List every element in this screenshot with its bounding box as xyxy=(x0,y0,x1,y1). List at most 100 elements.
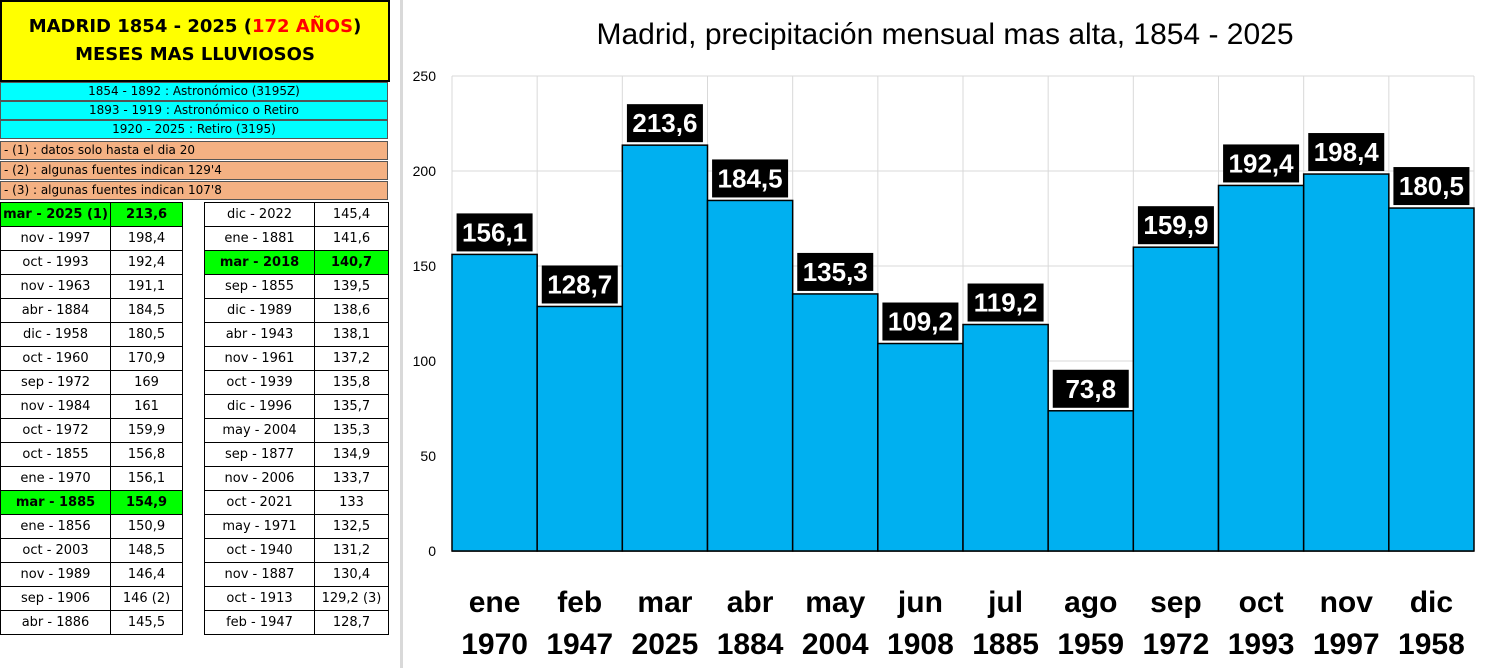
x-axis-ticks: ene 1970 feb 1947 mar 2025 abr 1884 may 2004 jun 19… xyxy=(461,586,1465,661)
data-label-box xyxy=(1393,167,1470,206)
x-tick-year: 1885 xyxy=(972,628,1039,661)
note-row: - (3) : algunas fuentes indican 107'8 xyxy=(0,181,388,200)
x-tick-month: may xyxy=(805,586,865,619)
month-cell: sep - 1877 xyxy=(204,442,315,467)
table-row: abr - 1943 138,1 xyxy=(204,322,389,347)
table-row: ene - 1970 156,1 xyxy=(0,466,183,491)
month-cell: oct - 1960 xyxy=(0,346,111,371)
month-cell: oct - 1939 xyxy=(204,370,315,395)
panel-subtitle: MESES MAS LLUVIOSOS xyxy=(75,44,315,65)
month-cell: mar - 2025 (1) xyxy=(0,202,111,227)
month-cell: abr - 1886 xyxy=(0,610,111,635)
data-label-box xyxy=(541,265,618,304)
x-tick-month: ene xyxy=(469,586,521,619)
table-row: nov - 1984 161 xyxy=(0,394,183,419)
value-cell: 129,2 (3) xyxy=(314,586,389,611)
table-row: oct - 1993 192,4 xyxy=(0,250,183,275)
bar xyxy=(1302,173,1390,552)
bar xyxy=(536,305,624,552)
data-label-box xyxy=(1052,369,1129,408)
value-cell: 156,1 xyxy=(110,466,183,491)
month-cell: dic - 1989 xyxy=(204,298,315,323)
bar xyxy=(706,199,794,552)
value-cell: 191,1 xyxy=(110,274,183,299)
x-tick-month: nov xyxy=(1320,586,1374,619)
station-row: 1893 - 1919 : Astronómico o Retiro xyxy=(0,101,388,120)
table-row: nov - 2006 133,7 xyxy=(204,466,389,491)
x-tick-year: 1997 xyxy=(1313,628,1380,661)
x-tick-year: 2004 xyxy=(802,628,869,661)
data-label: 135,3 xyxy=(803,257,868,287)
bar xyxy=(1388,207,1475,552)
month-cell: ene - 1881 xyxy=(204,226,315,251)
title-prefix: MADRID 1854 - 2025 ( xyxy=(28,16,252,37)
month-cell: nov - 1997 xyxy=(0,226,111,251)
table-row: oct - 2003 148,5 xyxy=(0,538,183,563)
table-row: abr - 1886 145,5 xyxy=(0,610,183,635)
x-tick-month: abr xyxy=(727,586,774,619)
value-cell: 170,9 xyxy=(110,346,183,371)
title-years-highlight: 172 AÑOS xyxy=(251,16,354,37)
data-label: 119,2 xyxy=(974,288,1038,318)
bar xyxy=(791,293,879,552)
x-tick-year: 1908 xyxy=(887,628,954,661)
x-tick-month: mar xyxy=(637,586,692,619)
records-table-right: dic - 2022 145,4 ene - 1881 141,6 mar - 2018… xyxy=(204,202,389,635)
table-row: sep - 1906 146 (2) xyxy=(0,586,183,611)
table-separator xyxy=(182,202,204,668)
value-cell: 141,6 xyxy=(314,226,389,251)
value-cell: 146,4 xyxy=(110,562,183,587)
value-cell: 184,5 xyxy=(110,298,183,323)
month-cell: nov - 1963 xyxy=(0,274,111,299)
data-label: 156,1 xyxy=(462,217,527,247)
table-row: oct - 1972 159,9 xyxy=(0,418,183,443)
month-cell: nov - 1887 xyxy=(204,562,315,587)
month-cell: sep - 1855 xyxy=(204,274,315,299)
station-row: 1854 - 1892 : Astronómico (3195Z) xyxy=(0,82,388,101)
table-row: feb - 1947 128,7 xyxy=(204,610,389,635)
x-tick-year: 1947 xyxy=(546,628,613,661)
value-cell: 169 xyxy=(110,370,183,395)
data-label-box xyxy=(967,283,1044,322)
month-cell: ene - 1970 xyxy=(0,466,111,491)
value-cell: 145,4 xyxy=(314,202,389,227)
y-tick-label: 100 xyxy=(413,353,437,369)
value-cell: 159,9 xyxy=(110,418,183,443)
table-row: mar - 2025 (1) 213,6 xyxy=(0,202,183,227)
value-cell: 180,5 xyxy=(110,322,183,347)
value-cell: 150,9 xyxy=(110,514,183,539)
data-label: 159,9 xyxy=(1143,210,1208,240)
bar xyxy=(621,144,709,552)
data-label: 109,2 xyxy=(888,307,953,337)
x-tick-month: sep xyxy=(1150,586,1202,619)
bar xyxy=(1132,246,1220,552)
data-label: 192,4 xyxy=(1229,148,1295,178)
value-cell: 133 xyxy=(314,490,389,515)
value-cell: 192,4 xyxy=(110,250,183,275)
month-cell: oct - 1855 xyxy=(0,442,111,467)
month-cell: may - 1971 xyxy=(204,514,315,539)
value-cell: 138,6 xyxy=(314,298,389,323)
value-cell: 145,5 xyxy=(110,610,183,635)
x-tick-month: ago xyxy=(1064,586,1117,619)
y-tick-label: 200 xyxy=(413,163,437,179)
bar xyxy=(451,253,538,552)
x-tick-year: 1993 xyxy=(1228,628,1295,661)
station-row: 1920 - 2025 : Retiro (3195) xyxy=(0,120,388,139)
title-suffix: ) xyxy=(353,16,362,37)
value-cell: 128,7 xyxy=(314,610,389,635)
table-row: oct - 1940 131,2 xyxy=(204,538,389,563)
value-cell: 139,5 xyxy=(314,274,389,299)
y-tick-label: 250 xyxy=(413,68,437,84)
note-row: - (2) : algunas fuentes indican 129'4 xyxy=(0,161,388,180)
data-label: 180,5 xyxy=(1399,171,1464,201)
table-row: oct - 2021 133 xyxy=(204,490,389,515)
table-row: mar - 2018 140,7 xyxy=(204,250,389,275)
table-row: oct - 1960 170,9 xyxy=(0,346,183,371)
month-cell: oct - 1913 xyxy=(204,586,315,611)
data-label: 128,7 xyxy=(547,269,612,299)
month-cell: dic - 2022 xyxy=(204,202,315,227)
table-row: mar - 1885 154,9 xyxy=(0,490,183,515)
bar xyxy=(962,323,1049,552)
month-cell: sep - 1906 xyxy=(0,586,111,611)
